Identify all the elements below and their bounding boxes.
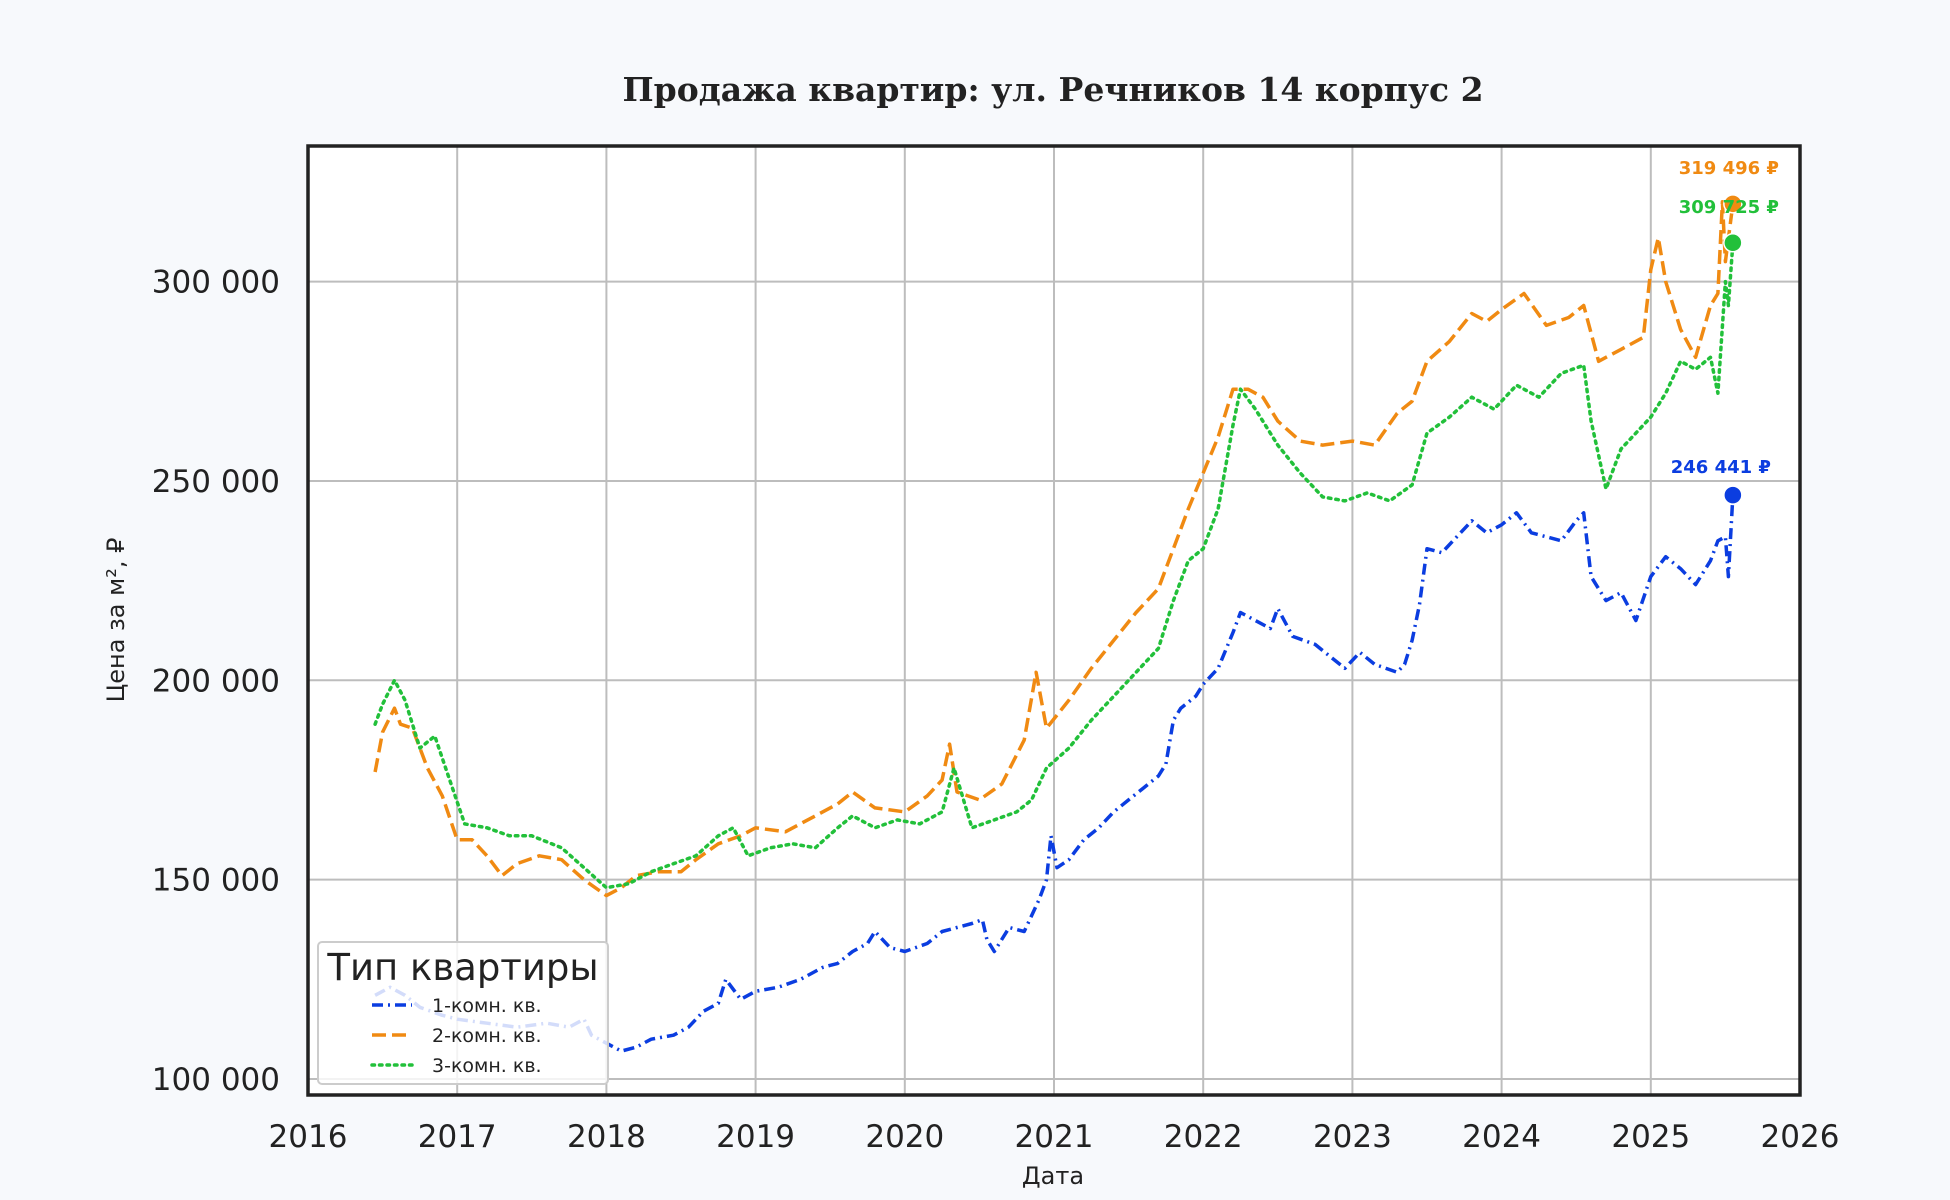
y-tick-label: 300 000 [152, 265, 280, 301]
legend-items: 1-комн. кв. 2-комн. кв. 3-комн. кв. [370, 995, 542, 1077]
x-tick-label: 2016 [269, 1119, 348, 1155]
y-tick-label: 150 000 [152, 863, 280, 899]
series-end-point [1723, 485, 1743, 505]
series-layer: 246 441 ₽ 319 496 ₽ 309 725 ₽ [373, 158, 1779, 1053]
legend-entry: 1-комн. кв. [432, 995, 542, 1017]
plot-frame [306, 144, 1802, 1097]
chart-title: Продажа квартир: ул. Речников 14 корпус … [622, 70, 1483, 109]
x-tick-label: 2019 [716, 1119, 795, 1155]
y-tick-label: 100 000 [152, 1062, 280, 1098]
legend-box [317, 941, 609, 1085]
x-tick-label: 2026 [1761, 1119, 1840, 1155]
series-end-label: 246 441 ₽ [1671, 457, 1771, 478]
y-tick-label: 250 000 [152, 464, 280, 500]
x-tick-label: 2024 [1462, 1119, 1541, 1155]
legend-title: Тип квартиры [326, 946, 598, 989]
legend: Тип квартиры 1-комн. кв. 2-комн. кв. 3-ком… [317, 941, 609, 1085]
series-end-point [1723, 233, 1743, 253]
x-tick-label: 2025 [1611, 1119, 1690, 1155]
series-end-label: 309 725 ₽ [1679, 197, 1779, 218]
y-tick-label: 200 000 [152, 663, 280, 699]
legend-entry: 3-комн. кв. [432, 1055, 542, 1077]
series-line [373, 200, 1735, 898]
x-tick-label: 2021 [1015, 1119, 1094, 1155]
series-line [373, 241, 1735, 890]
legend-entry: 2-комн. кв. [432, 1025, 542, 1047]
y-axis-label: Цена за м², ₽ [102, 538, 130, 703]
tick-labels: 2016 2017 2018 2019 2020 2021 2022 2023 2024 2025… [152, 265, 1840, 1155]
series-line [374, 495, 1735, 1053]
series-end-point [1723, 194, 1743, 214]
x-tick-label: 2020 [865, 1119, 944, 1155]
series-end-label: 319 496 ₽ [1679, 158, 1779, 179]
x-axis-label: Дата [1022, 1162, 1084, 1190]
x-tick-label: 2018 [567, 1119, 646, 1155]
x-tick-label: 2023 [1313, 1119, 1392, 1155]
x-tick-label: 2022 [1164, 1119, 1243, 1155]
grid [308, 146, 1800, 1095]
x-tick-label: 2017 [418, 1119, 497, 1155]
